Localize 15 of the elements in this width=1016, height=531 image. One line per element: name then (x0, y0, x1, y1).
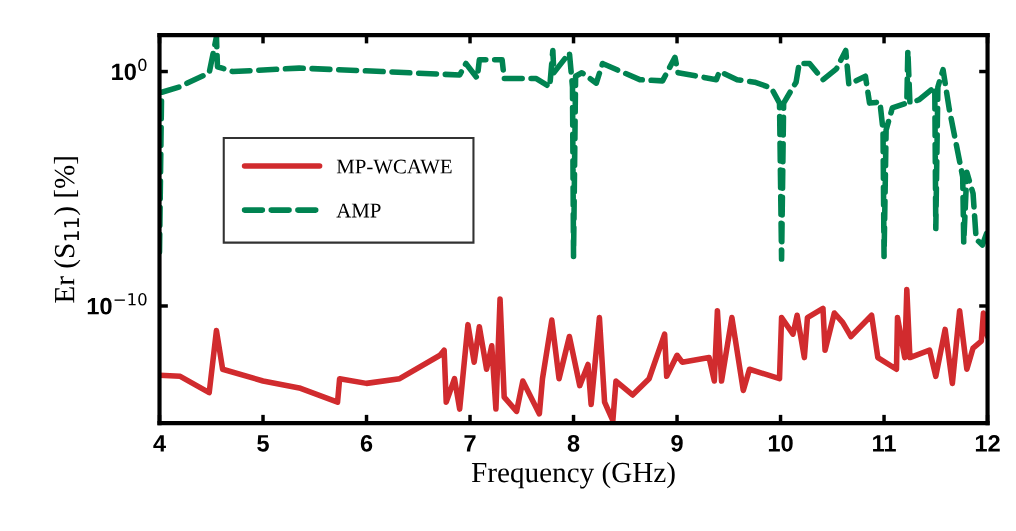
x-tick-label: 8 (567, 434, 580, 452)
x-tick-label: 7 (464, 435, 476, 452)
x-tick-label: 9 (671, 434, 683, 452)
legend-label: AMP (336, 203, 381, 218)
x-axis-title: Frequency (GHz) (471, 461, 675, 489)
x-tick-label: 12 (975, 434, 1000, 452)
x-tick-label: 11 (873, 435, 896, 452)
x-tick-label: 10 (768, 434, 793, 452)
x-tick-label: 6 (360, 434, 373, 452)
y-tick-label: 10$^{0}$ (112, 58, 147, 81)
y-axis-title: Er (S$_{11}$) [%] (53, 157, 81, 303)
legend-label: MP-WCAWE (336, 159, 452, 174)
x-tick-label: 5 (257, 435, 269, 452)
x-tick-label: 4 (153, 435, 166, 452)
y-tick-label: 10$^{−10}$ (87, 293, 147, 315)
